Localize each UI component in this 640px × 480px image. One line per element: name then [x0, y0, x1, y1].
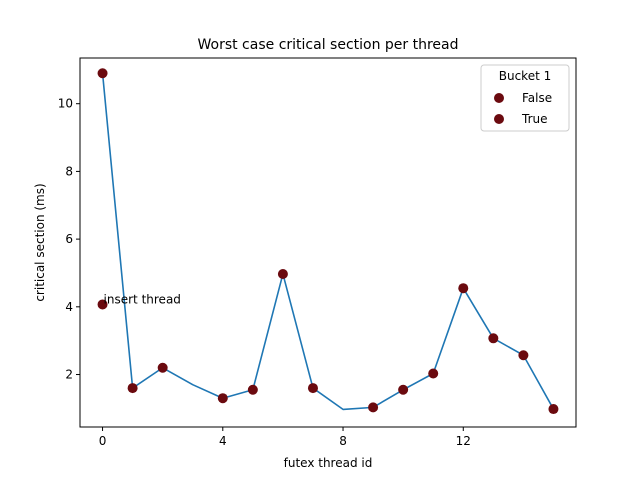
scatter-point	[428, 368, 439, 379]
scatter-point	[307, 383, 318, 394]
legend-box	[480, 64, 570, 132]
y-tick-label: 8	[65, 164, 73, 178]
legend-entries: False True	[494, 91, 552, 126]
y-tick-label: 2	[65, 368, 73, 382]
scatter-point	[97, 68, 108, 79]
legend-marker	[494, 93, 504, 103]
ticks-layer: 0 4 8 12 2 4 6 8 10	[58, 97, 471, 448]
scatter-point	[127, 383, 138, 394]
scatter-point	[458, 283, 469, 294]
scatter-point	[217, 393, 228, 404]
scatter-point	[548, 404, 559, 415]
chart-title: Worst case critical section per thread	[197, 37, 458, 53]
scatter-point	[157, 362, 168, 373]
legend-marker	[494, 114, 504, 124]
y-tick-label: 6	[65, 232, 73, 246]
scatter-point	[488, 333, 499, 344]
scatter-point	[247, 384, 258, 395]
axes-frame	[79, 57, 577, 428]
x-tick-label: 8	[339, 434, 347, 448]
series-line	[101, 73, 555, 411]
x-tick-label: 12	[456, 434, 471, 448]
annotation-text: insert thread	[104, 292, 181, 306]
scatter-point	[97, 299, 108, 310]
legend-label: False	[522, 91, 552, 105]
y-tick-label: 10	[58, 97, 73, 111]
scatter-point	[398, 384, 409, 395]
legend-title: Bucket 1	[499, 69, 552, 83]
y-tick-label: 4	[65, 300, 73, 314]
scatter-point	[518, 350, 529, 361]
y-axis-label: critical section (ms)	[33, 183, 47, 301]
x-tick-label: 4	[219, 434, 227, 448]
scatter-point	[368, 402, 379, 413]
x-tick-label: 0	[99, 434, 107, 448]
legend-label: True	[521, 112, 548, 126]
legend: Bucket 1 False True	[480, 64, 570, 132]
scatter-point	[277, 268, 288, 279]
x-axis-label: futex thread id	[284, 456, 373, 470]
plot-layer: insert thread	[97, 68, 559, 415]
